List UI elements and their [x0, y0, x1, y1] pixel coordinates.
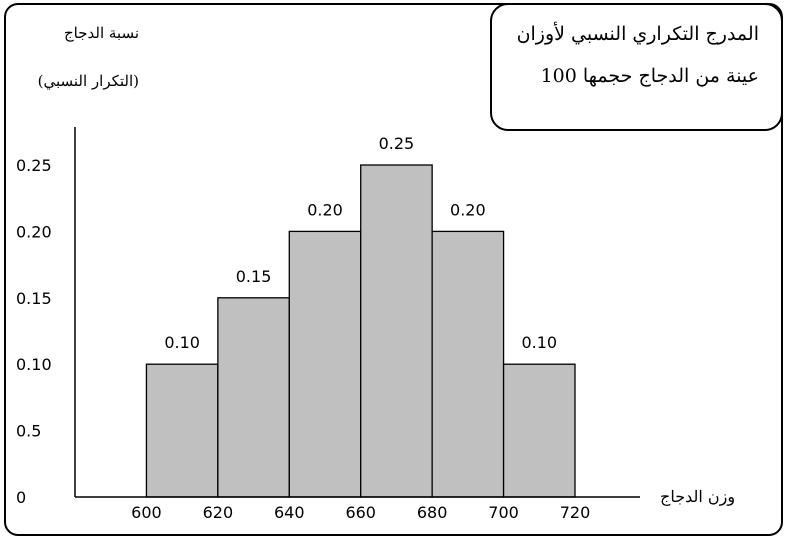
y-axis-label-line-1: نسبة الدجاج	[63, 24, 139, 42]
y-tick-label: 0.25	[16, 156, 52, 175]
histogram-bar	[502, 363, 576, 498]
histogram-bar	[217, 297, 290, 498]
histogram-bar	[431, 230, 505, 498]
chart-title-line-2: عينة من الدجاج حجمها 100	[540, 65, 759, 87]
x-tick-label: 640	[274, 503, 305, 522]
bar-value-label: 0.20	[307, 200, 343, 219]
bar-value-label: 0.20	[450, 200, 486, 219]
bar-value-label: 0.10	[164, 333, 200, 352]
bar-value-label: 0.25	[379, 134, 415, 153]
chart-title-box: المدرج التكراري النسبي لأوزان عينة من ال…	[490, 3, 783, 131]
histogram-bar	[360, 164, 433, 498]
y-tick-label: 0.10	[16, 355, 52, 374]
y-tick-label: 0.15	[16, 289, 52, 308]
x-tick-label: 600	[131, 503, 162, 522]
bar-value-label: 0.10	[521, 333, 557, 352]
y-tick-label: 0	[16, 488, 26, 507]
y-axis-label-line-2: (التكرار النسبي)	[37, 72, 139, 90]
x-tick-label: 660	[345, 503, 376, 522]
chart-title-line-1: المدرج التكراري النسبي لأوزان	[516, 23, 759, 45]
x-tick-label: 700	[488, 503, 519, 522]
histogram-bar	[288, 230, 362, 498]
chart-frame	[4, 3, 783, 536]
y-tick-label: 0.20	[16, 222, 52, 241]
histogram-bar	[145, 363, 219, 498]
x-axis-label: وزن الدجاج	[660, 487, 736, 506]
x-tick-label: 620	[203, 503, 234, 522]
x-tick-label: 680	[417, 503, 448, 522]
y-tick-label: 0.5	[16, 422, 41, 441]
x-tick-label: 720	[560, 503, 591, 522]
bar-value-label: 0.15	[236, 267, 272, 286]
